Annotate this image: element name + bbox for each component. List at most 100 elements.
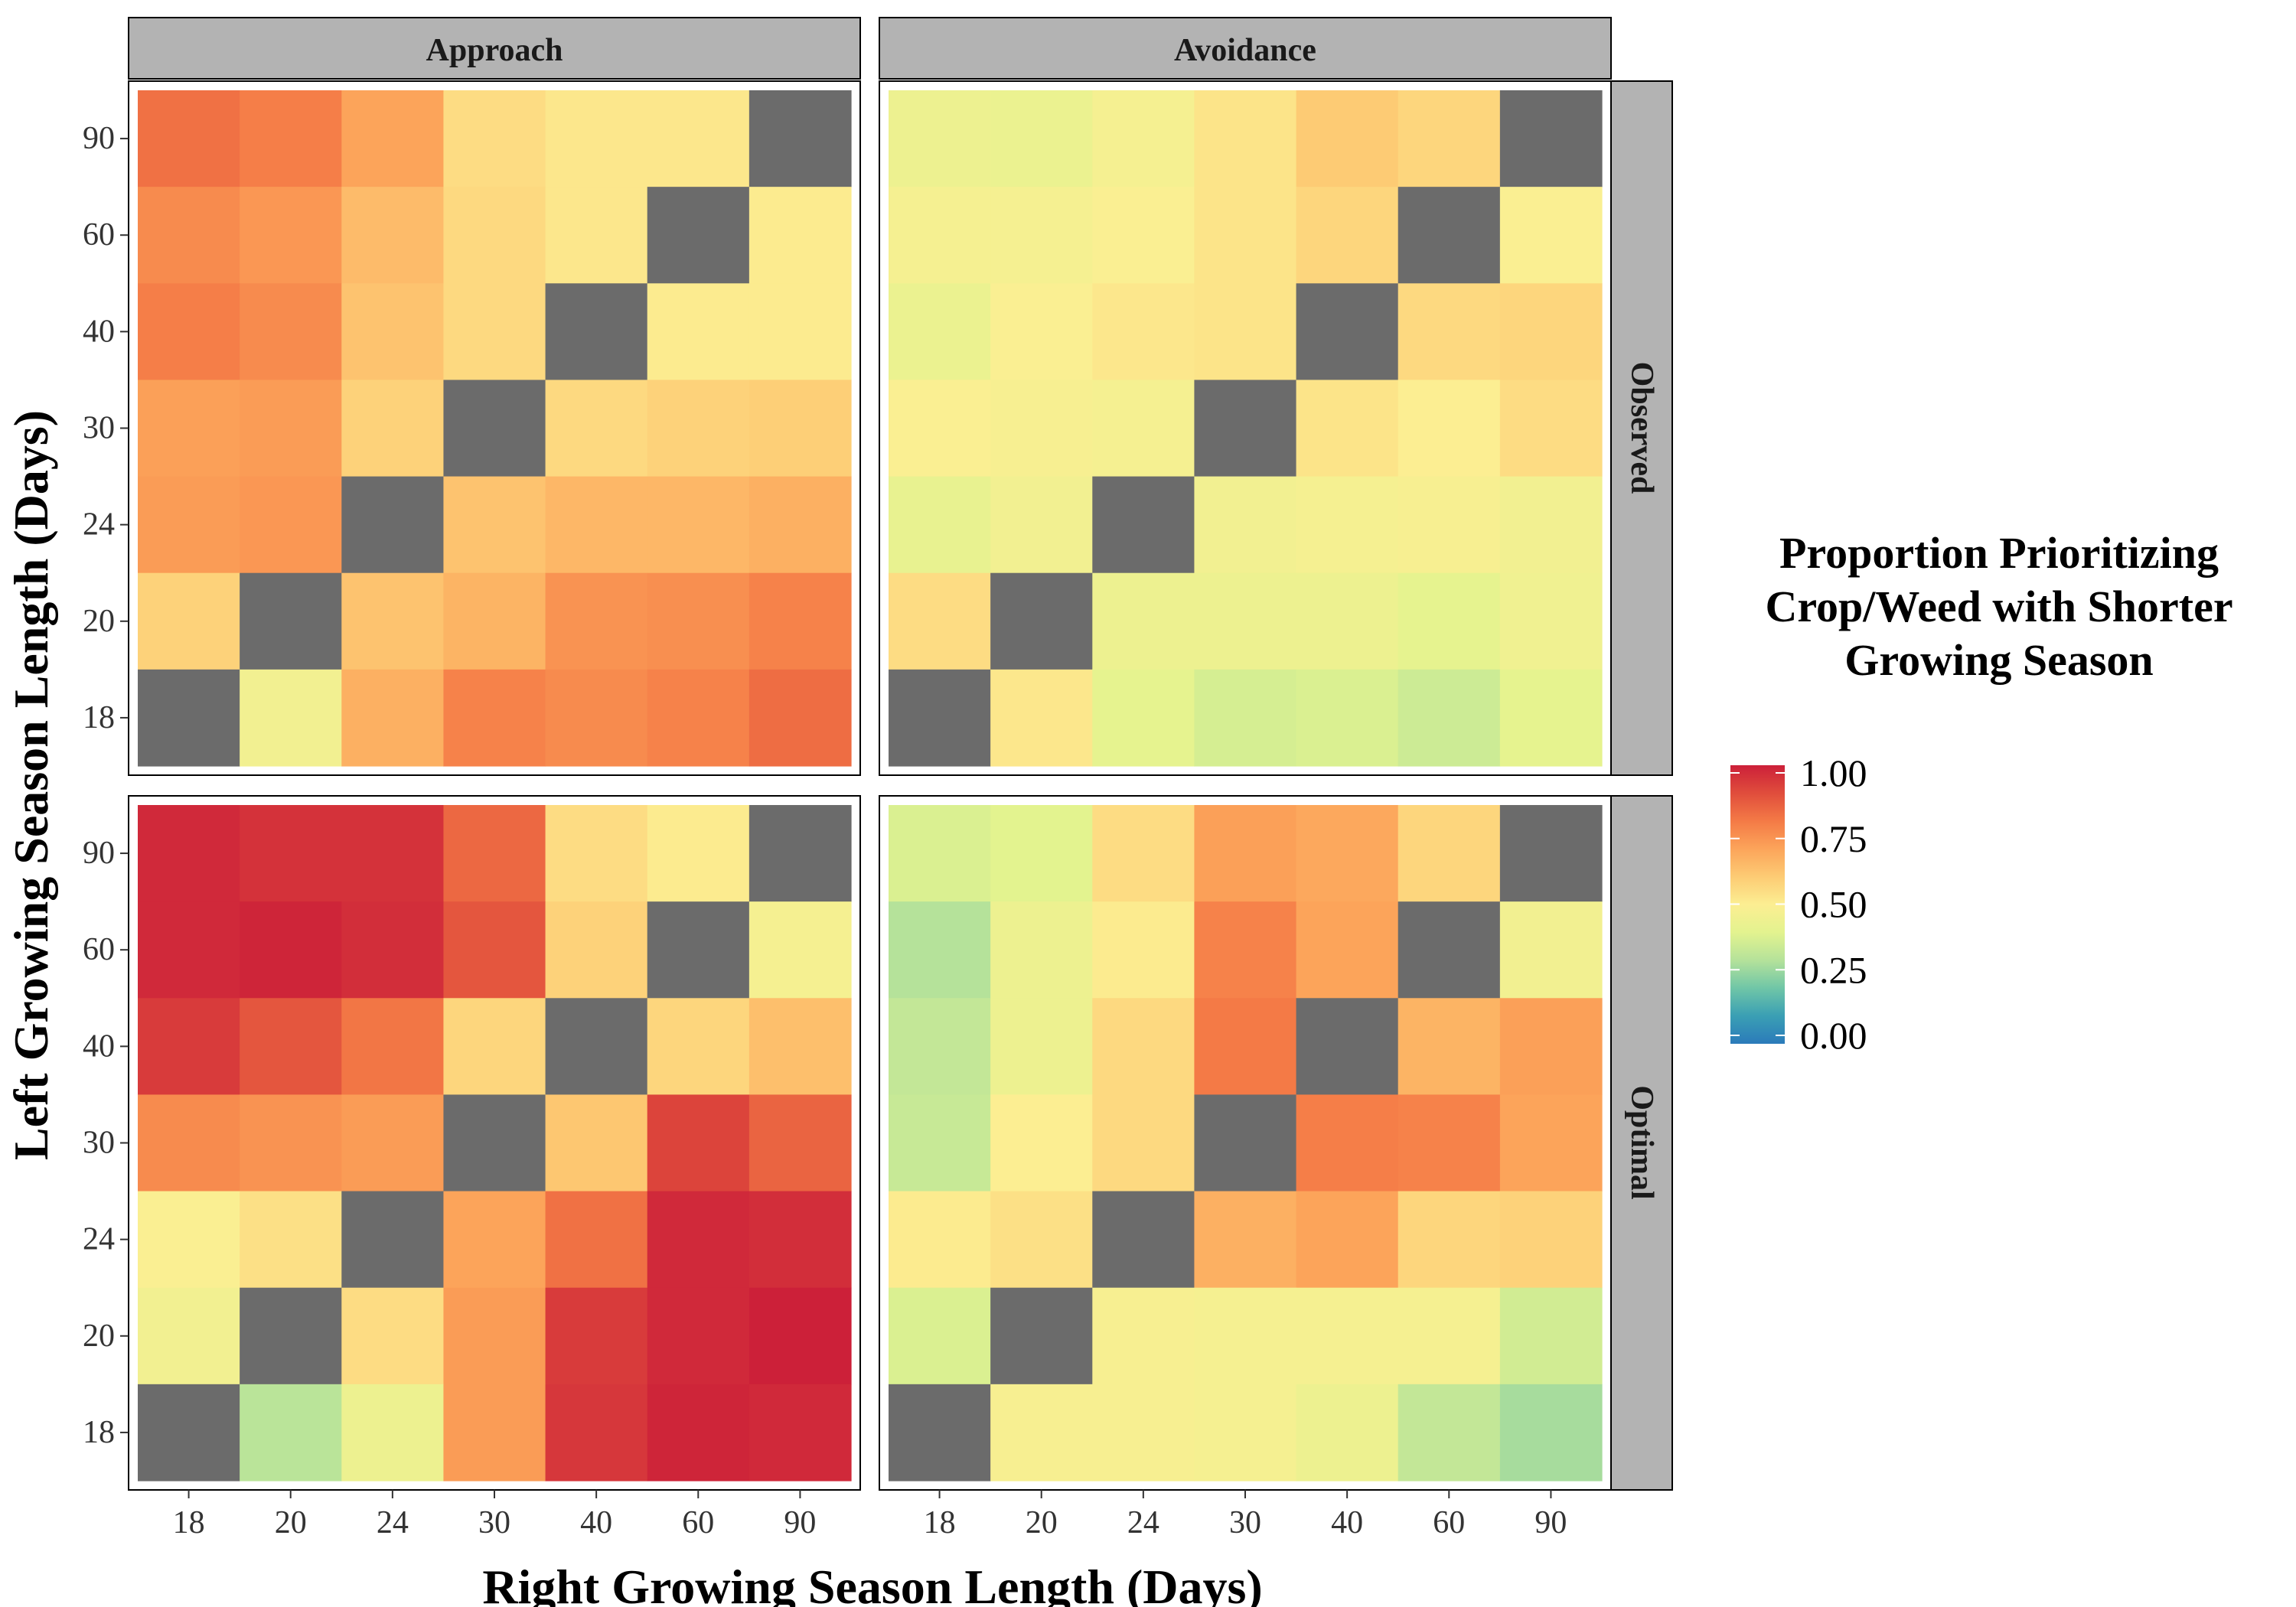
heatmap-cell: [990, 476, 1093, 574]
y-tick-label: 20: [83, 1319, 115, 1354]
heatmap-cell: [240, 90, 342, 187]
heatmap-cell: [240, 1191, 342, 1289]
heatmap-cell: [545, 90, 648, 187]
heatmap-cell: [1092, 283, 1195, 381]
heatmap-cell: [889, 805, 991, 902]
heatmap-panel-approach-observed: [128, 80, 861, 776]
heatmap-cell: [1499, 1191, 1603, 1289]
heatmap-cell: [1397, 669, 1501, 767]
legend-title-line-1: Proportion Prioritizing: [1779, 528, 2219, 578]
heatmap-cell: [748, 476, 852, 574]
heatmap-cell: [138, 476, 240, 574]
heatmap-cell: [990, 187, 1093, 284]
heatmap-cell: [443, 1094, 546, 1192]
heatmap-cell: [443, 283, 546, 381]
heatmap-cell: [138, 90, 240, 187]
legend-tick-label: 0.00: [1800, 1014, 1867, 1057]
heatmap-cell: [138, 1094, 240, 1192]
heatmap-cell: [1296, 1384, 1399, 1482]
heatmap-cell: [545, 1384, 648, 1482]
heatmap-cell: [1092, 1384, 1195, 1482]
y-tick-label: 24: [83, 507, 115, 543]
x-tick-label: 40: [1331, 1505, 1363, 1540]
heatmap-cell: [748, 1191, 852, 1289]
heatmap-cell: [1499, 669, 1603, 767]
x-tick-label: 20: [1026, 1505, 1058, 1540]
heatmap-cell: [1194, 90, 1297, 187]
heatmap-cell: [990, 90, 1093, 187]
heatmap-cell: [138, 1191, 240, 1289]
heatmap-cell: [1092, 1191, 1195, 1289]
heatmap-cell: [889, 1384, 991, 1482]
heatmap-cell: [240, 283, 342, 381]
heatmap-cell: [748, 187, 852, 284]
heatmap-cell: [1499, 283, 1603, 381]
heatmap-cell: [647, 1094, 750, 1192]
heatmap-cell: [748, 669, 852, 767]
heatmap-cell: [1397, 187, 1501, 284]
heatmap-cell: [138, 998, 240, 1096]
y-tick-label: 40: [83, 314, 115, 349]
heatmap-cell: [647, 572, 750, 670]
heatmap-cell: [1296, 805, 1399, 902]
heatmap-cell: [1296, 669, 1399, 767]
y-axis-observed: 90 60 40 30 24 20 18: [83, 121, 129, 735]
heatmap-cell: [1296, 901, 1399, 999]
heatmap-cell: [138, 669, 240, 767]
heatmap-cell: [341, 901, 445, 999]
heatmap-cell: [138, 283, 240, 381]
heatmap-cell: [748, 901, 852, 999]
heatmap-cell: [341, 283, 445, 381]
heatmap-cell: [138, 380, 240, 478]
heatmap-cell: [1194, 283, 1297, 381]
heatmap-cell: [748, 1287, 852, 1385]
heatmap-cell: [138, 1384, 240, 1482]
facet-strip-approach: Approach: [128, 17, 861, 80]
heatmap-cell: [889, 90, 991, 187]
heatmap-cell: [647, 1191, 750, 1289]
x-axis-approach: 18 20 24 30 40 60 90: [173, 1490, 816, 1540]
heatmap-cell: [1499, 380, 1603, 478]
y-tick-label: 30: [83, 1126, 115, 1161]
heatmap-cell: [1092, 476, 1195, 574]
heatmap-cell: [1499, 476, 1603, 574]
heatmap-cell: [1397, 283, 1501, 381]
heatmap-cell: [341, 476, 445, 574]
heatmap-cell: [1194, 572, 1297, 670]
heatmap-cell: [240, 998, 342, 1096]
heatmap-cell: [990, 380, 1093, 478]
heatmap-cell: [889, 1094, 991, 1192]
heatmap-cell: [889, 1287, 991, 1385]
x-tick-label: 18: [924, 1505, 956, 1540]
x-tick-label: 24: [1127, 1505, 1159, 1540]
heatmap-cell: [1397, 90, 1501, 187]
heatmap-cell: [1194, 1094, 1297, 1192]
heatmap-cell: [545, 1094, 648, 1192]
heatmap-cell: [1296, 476, 1399, 574]
heatmap-cell: [1092, 187, 1195, 284]
y-tick-label: 24: [83, 1222, 115, 1257]
heatmap-cell: [1397, 1094, 1501, 1192]
heatmap-cell: [889, 187, 991, 284]
y-axis-optimal: 90 60 40 30 24 20 18: [83, 836, 129, 1450]
heatmap-cell: [647, 669, 750, 767]
heatmap-cell: [545, 1287, 648, 1385]
heatmap-cell: [990, 998, 1093, 1096]
heatmap-cell: [1194, 998, 1297, 1096]
heatmap-cell: [443, 998, 546, 1096]
heatmap-cell: [138, 187, 240, 284]
heatmap-cell: [1194, 1384, 1297, 1482]
x-tick-label: 18: [173, 1505, 205, 1540]
heatmap-cell: [1499, 1094, 1603, 1192]
heatmap-cell: [443, 90, 546, 187]
heatmap-cell: [545, 1191, 648, 1289]
heatmap-cell: [1092, 380, 1195, 478]
heatmap-cell: [1092, 669, 1195, 767]
facet-label-observed: Observed: [1624, 362, 1659, 494]
heatmap-cell: [240, 572, 342, 670]
heatmap-cell: [1092, 90, 1195, 187]
heatmap-cell: [1397, 572, 1501, 670]
x-tick-label: 60: [1433, 1505, 1465, 1540]
heatmap-cell: [1296, 998, 1399, 1096]
heatmap-cell: [1296, 1287, 1399, 1385]
